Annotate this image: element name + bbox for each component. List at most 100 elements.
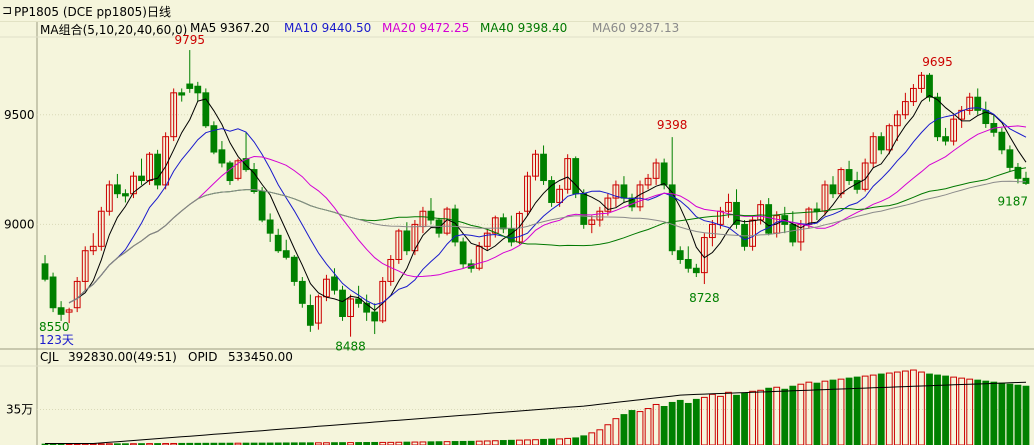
price-annotation: 9695 (922, 55, 953, 69)
volume-bar (588, 432, 596, 445)
candle-body (363, 302, 371, 313)
candle-body (1022, 177, 1030, 184)
price-tick-label: 9000 (4, 217, 35, 231)
volume-bar (475, 440, 483, 445)
volume-bar (741, 392, 748, 445)
candle-body (644, 177, 652, 186)
candle-body (130, 175, 137, 195)
opid-label: OPID (188, 350, 218, 364)
volume-bar (877, 373, 885, 445)
candle-body (194, 85, 202, 94)
volume-bar (556, 438, 564, 445)
cjl-label: CJL (40, 350, 59, 364)
volume-bar (885, 372, 893, 445)
candle-body (459, 241, 467, 265)
volume-bar (315, 442, 322, 445)
candle-body (676, 250, 684, 260)
candle-body (660, 162, 668, 186)
volume-bar (700, 396, 708, 445)
opid-value: 533450.00 (228, 350, 293, 364)
volume-bar (934, 374, 941, 445)
candle-body (564, 158, 572, 190)
candle-body (282, 250, 290, 258)
candle-body (869, 136, 877, 164)
candle-body (89, 245, 97, 252)
volume-bar (596, 429, 604, 445)
volume-bar (628, 410, 636, 445)
candle-body (524, 175, 531, 212)
volume-bar (274, 442, 282, 445)
ma40-label: MA40 9398.40 (480, 21, 568, 35)
volume-bar (620, 414, 628, 445)
candle-body (596, 210, 604, 221)
volume-bar (966, 378, 974, 445)
candle-body (652, 162, 660, 179)
candle-body (725, 201, 732, 212)
candle-body (910, 87, 917, 103)
candle-body (901, 101, 909, 116)
candle-body (548, 180, 555, 203)
volume-bar (958, 377, 966, 445)
candle-body (347, 298, 354, 317)
volume-bar (331, 442, 338, 445)
volume-bar (459, 440, 467, 445)
candle-body (491, 217, 499, 234)
candle-body (942, 136, 949, 142)
title-bar: ⊐ PP1805 (DCE pp1805)日线 (0, 0, 1034, 22)
ma-group-label[interactable]: MA组合(5,10,20,40,60,0) (40, 23, 188, 37)
volume-bar (1006, 383, 1014, 445)
candle-body (588, 219, 596, 225)
ma5-label: MA5 9367.20 (190, 21, 270, 35)
volume-bar (797, 383, 805, 445)
volume-bar (532, 439, 539, 445)
volume-bar (765, 387, 773, 445)
volume-bar (612, 418, 620, 445)
candle-body (861, 162, 869, 190)
ma-line-ma60 (68, 180, 1027, 304)
volume-bar (676, 399, 684, 445)
candle-body (934, 96, 941, 138)
candle-body (813, 208, 821, 212)
collapse-arrow-icon[interactable]: ⊐ (2, 3, 13, 17)
candle-body (1006, 149, 1014, 168)
candle-body (829, 184, 837, 195)
candle-body (234, 160, 242, 179)
volume-bar (982, 380, 990, 445)
volume-bar (516, 439, 523, 445)
candle-body (918, 74, 925, 89)
volume-bar (258, 442, 266, 445)
candle-body (339, 289, 346, 317)
ma20-label: MA20 9472.25 (382, 21, 470, 35)
ma10-label: MA10 9440.50 (284, 21, 372, 35)
candle-body (226, 162, 234, 182)
candle-body (113, 184, 121, 195)
volume-bar (427, 441, 435, 445)
volume-bar (652, 403, 660, 445)
candle-body (749, 219, 756, 247)
candle-body (315, 296, 322, 324)
candle-body (893, 114, 901, 127)
volume-bar (813, 382, 821, 445)
volume-bar (1014, 384, 1022, 445)
candle-body (258, 191, 266, 221)
candle-body (885, 125, 893, 151)
candle-body (483, 232, 491, 247)
candle-body (387, 258, 395, 282)
volume-bar (323, 442, 330, 445)
candle-body (122, 193, 129, 197)
candle-body (290, 256, 298, 282)
volume-bar (1022, 385, 1030, 445)
volume-bar (901, 370, 909, 445)
candle-body (395, 230, 403, 260)
volume-legend: CJL 392830.00(49:51) OPID 533450.00 (40, 350, 1030, 366)
volume-bar (942, 375, 949, 445)
volume-bar (290, 442, 298, 445)
volume-bar (540, 438, 547, 445)
volume-tick-label: 35万 (6, 403, 33, 417)
candle-body (81, 250, 89, 282)
volume-bar (821, 380, 829, 445)
chart-title: PP1805 (DCE pp1805)日线 (14, 5, 171, 19)
volume-bar (122, 443, 129, 445)
